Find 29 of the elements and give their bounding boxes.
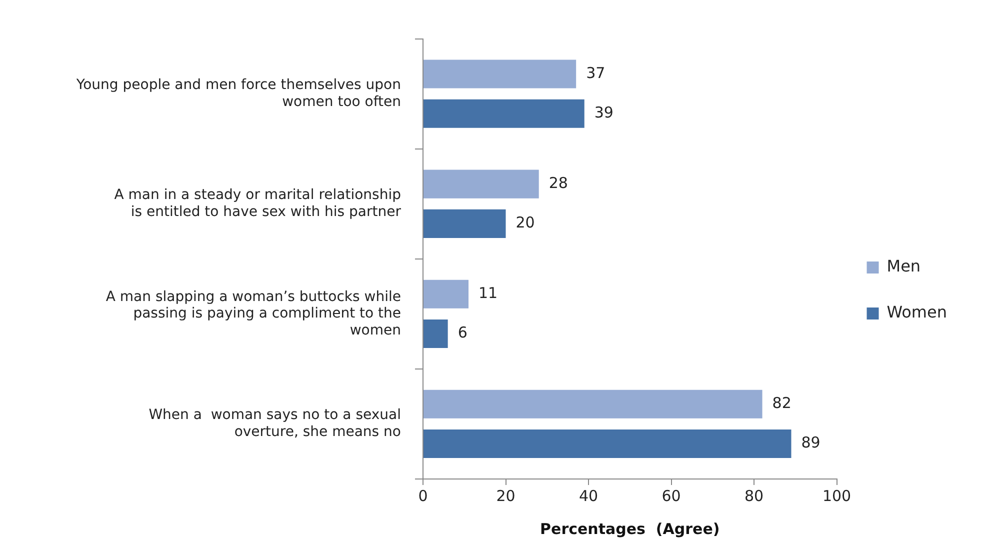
y-tick-label: Young people and men force themselves upon women too often [75,77,401,110]
legend-label: Women [886,302,948,322]
data-label: 82 [772,394,792,412]
bar [424,280,469,308]
data-label: 6 [458,324,468,342]
y-tick-label: A man in a steady or marital relationship is entitled to have sex with his partner [114,187,402,220]
data-label: 20 [516,214,535,232]
data-label: 37 [586,64,606,82]
x-tick-label: 0 [418,486,428,505]
data-label: 28 [548,174,568,192]
x-tick-label: 40 [578,486,598,505]
data-label: 89 [801,434,820,452]
legend-label: Men [886,256,921,276]
x-tick-label: 80 [744,486,764,505]
bar [424,430,792,458]
bar [424,319,448,348]
bar [424,390,762,418]
x-tick-label: 60 [662,486,681,505]
bar [424,60,576,88]
x-tick-label: 20 [496,486,516,505]
x-tick-label: 100 [822,486,852,505]
y-tick-label: When a woman says no to a sexual overture, she means no [148,407,401,440]
data-label: 11 [478,284,498,302]
x-axis-title: Percentages (Agree) [540,520,720,538]
bar [424,170,539,198]
bar [424,99,584,128]
data-label: 39 [594,104,614,122]
y-tick-label: A man slapping a woman’s buttocks while passing is paying a compliment to the women [106,288,401,338]
bar [424,209,506,238]
